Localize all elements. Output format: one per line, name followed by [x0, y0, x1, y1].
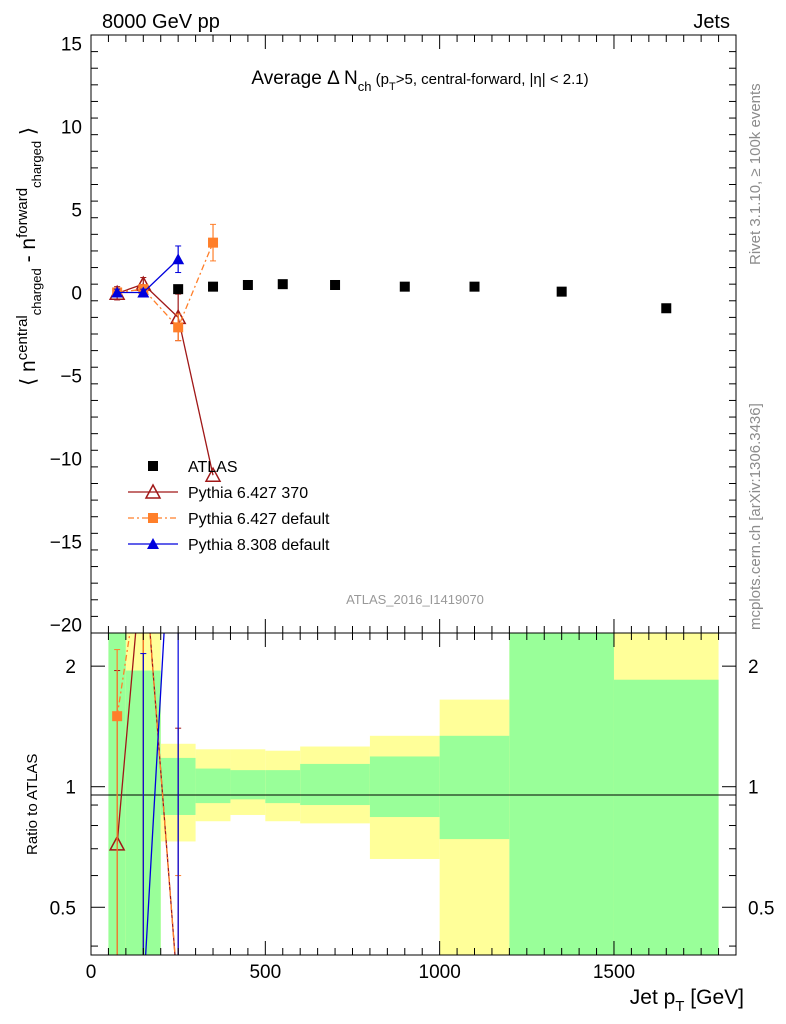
series-line — [116, 283, 214, 476]
y-tick-label: 10 — [61, 117, 82, 138]
x-axis-label: Jet pT [GeV] — [630, 986, 744, 1015]
x-tick-label: 1500 — [593, 962, 635, 983]
data-point — [556, 286, 567, 297]
y-tick-label: 5 — [71, 200, 82, 221]
legend-label: Pythia 8.308 default — [188, 537, 330, 554]
mcplots-label: mcplots.cern.ch [arXiv:1306.3436] — [747, 403, 764, 630]
uncertainty-band-inner — [613, 679, 719, 955]
data-point — [173, 322, 184, 333]
data-point — [172, 253, 185, 265]
series-pythia-6-427-370 — [108, 275, 222, 482]
title-main: Average Δ N — [251, 68, 357, 89]
title-suffix2: >5, central-forward, |η| < 2.1) — [396, 71, 589, 88]
plot-title: Average Δ Nch (pT>5, central-forward, |η… — [251, 68, 588, 94]
legend-marker — [147, 538, 159, 549]
uncertainty-band-inner — [195, 768, 231, 804]
legend-marker — [148, 513, 158, 523]
legend-label: ATLAS — [188, 459, 238, 476]
analysis-watermark: ATLAS_2016_I1419070 — [346, 592, 484, 607]
header-right: Jets — [693, 11, 730, 33]
xlabel-sub: T — [675, 998, 684, 1015]
series-pythia-8-308-default — [111, 245, 185, 298]
legend-marker — [144, 483, 162, 499]
ylabel-mid: - n — [17, 238, 40, 268]
data-point — [661, 303, 672, 314]
y-tick-label: 15 — [61, 34, 82, 55]
y-axis-label: ⟨ ncentralcharged - nforwardcharged ⟩ — [14, 127, 44, 386]
ratio-plot-panel: 0.5 0.5 1 1 2 2 0 500 1000 1500 Ratio to ATLAS Je… — [24, 632, 774, 1015]
xlabel-main: Jet p — [630, 986, 676, 1009]
x-tick-label: 1000 — [419, 962, 461, 983]
data-point — [399, 281, 410, 292]
y-tick-label: 0 — [71, 283, 82, 304]
y-tick-label: −15 — [50, 533, 82, 554]
ratio-y-tick-label-right: 0.5 — [748, 898, 774, 919]
series-line — [117, 258, 179, 294]
uncertainty-band-inner — [230, 770, 266, 800]
uncertainty-band-inner — [509, 633, 614, 955]
data-point — [469, 281, 480, 292]
uncertainty-band-inner — [300, 763, 370, 806]
ylabel-sub2: charged — [29, 141, 44, 188]
title-sub: ch — [358, 79, 372, 94]
ratio-data-point — [112, 711, 123, 722]
data-point — [208, 281, 219, 292]
y-tick-label: −10 — [50, 450, 82, 471]
ratio-y-tick-label: 2 — [65, 657, 76, 678]
legend-label: Pythia 6.427 370 — [188, 485, 308, 502]
data-point — [277, 279, 288, 290]
ylabel-sup1: central — [14, 315, 31, 360]
ratio-y-tick-label-right: 2 — [748, 657, 759, 678]
uncertainty-band-inner — [265, 770, 301, 804]
series-pythia-6-427-default — [112, 223, 219, 342]
data-point — [111, 286, 124, 298]
series-atlas — [173, 279, 672, 314]
data-point — [330, 279, 341, 290]
ratio-series-pythia-8-308-default — [140, 633, 179, 955]
y-tick-label: −5 — [60, 367, 82, 388]
y-tick-label: −20 — [50, 616, 82, 637]
header-left: 8000 GeV pp — [102, 11, 220, 33]
uncertainty-band-inner — [439, 735, 510, 840]
title-sub2: T — [389, 81, 396, 93]
ratio-plot-frame — [90, 632, 737, 956]
legend-label: Pythia 6.427 default — [188, 511, 330, 528]
ratio-series-line — [116, 633, 176, 955]
x-tick-label: 500 — [249, 962, 281, 983]
data-point — [204, 466, 222, 482]
legend: ATLAS Pythia 6.427 370 Pythia 6.427 defaul… — [128, 459, 330, 554]
ratio-y-tick-label-right: 1 — [748, 778, 759, 799]
title-suffix: (p — [371, 71, 389, 88]
ylabel-sub1: charged — [29, 268, 44, 315]
ratio-y-tick-label: 1 — [65, 778, 76, 799]
ylabel-open: ⟨ n — [17, 360, 40, 386]
main-plot-panel: −20 −15 −10 −5 0 5 10 15 Average Δ Nch (pT>5, c… — [14, 34, 737, 637]
rivet-label: Rivet 3.1.10, ≥ 100k events — [747, 83, 764, 265]
ylabel-sup2: forward — [14, 188, 31, 238]
ratio-y-tick-label: 0.5 — [50, 898, 76, 919]
ratio-y-label: Ratio to ATLAS — [24, 754, 41, 855]
legend-marker — [148, 461, 158, 471]
series-line — [117, 242, 214, 329]
data-point — [208, 237, 219, 248]
ratio-series-line — [116, 633, 176, 955]
uncertainty-band-inner — [369, 756, 440, 818]
data-point — [242, 279, 253, 290]
xlabel-unit: [GeV] — [684, 986, 744, 1009]
ylabel-close: ⟩ — [17, 127, 40, 141]
data-point — [137, 286, 150, 298]
x-tick-label: 0 — [86, 962, 97, 983]
data-point — [173, 284, 184, 295]
